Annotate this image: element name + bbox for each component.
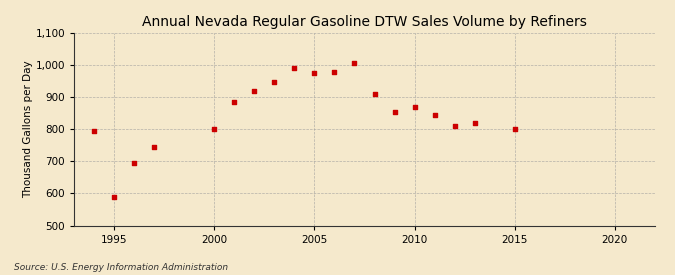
Point — [329, 70, 340, 74]
Point — [409, 104, 420, 109]
Point — [389, 109, 400, 114]
Point — [349, 61, 360, 66]
Point — [429, 113, 440, 117]
Point — [289, 66, 300, 70]
Point — [469, 121, 480, 126]
Point — [449, 124, 460, 128]
Title: Annual Nevada Regular Gasoline DTW Sales Volume by Refiners: Annual Nevada Regular Gasoline DTW Sales… — [142, 15, 587, 29]
Point — [129, 161, 140, 165]
Point — [249, 89, 260, 93]
Point — [229, 100, 240, 104]
Y-axis label: Thousand Gallons per Day: Thousand Gallons per Day — [23, 60, 33, 198]
Text: Source: U.S. Energy Information Administration: Source: U.S. Energy Information Administ… — [14, 263, 227, 272]
Point — [109, 194, 119, 199]
Point — [369, 92, 380, 96]
Point — [209, 127, 220, 131]
Point — [509, 127, 520, 131]
Point — [269, 79, 280, 84]
Point — [149, 145, 160, 149]
Point — [309, 71, 320, 75]
Point — [89, 129, 100, 133]
